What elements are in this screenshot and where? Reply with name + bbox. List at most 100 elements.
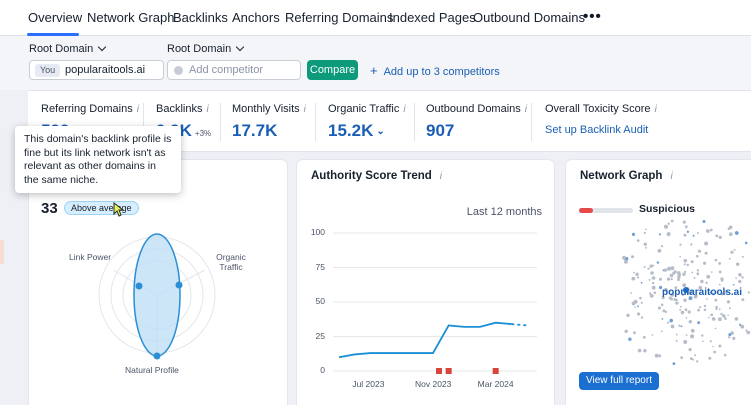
tab-overview[interactable]: Overview [28,10,83,25]
network-node [677,279,680,281]
network-node [670,278,673,281]
network-node [631,255,634,259]
network-node [675,301,679,305]
info-icon[interactable]: i [403,104,406,115]
info-icon[interactable]: i [136,104,139,115]
network-node [687,310,691,314]
network-node [720,312,723,316]
network-node [705,281,708,284]
competitor-input[interactable]: Add competitor [167,60,301,80]
network-node [667,321,670,324]
domain-input[interactable]: You popularaitools.ai [29,60,164,80]
network-node [640,281,643,284]
network-node [724,290,728,294]
mouse-cursor-icon [113,202,125,217]
competitor-root-domain-select[interactable]: Root Domain [167,42,245,55]
network-node [624,329,628,333]
network-node [715,305,718,309]
setup-backlink-audit-link[interactable]: Set up Backlink Audit [545,124,649,136]
network-node [659,285,663,290]
network-node [735,277,737,279]
network-node [707,316,710,319]
network-node [724,317,727,320]
period-label: Last 12 months [466,206,542,218]
network-domain-label: popularaitools.ai [662,287,743,298]
network-node [690,289,693,292]
metric-change: +3% [194,129,212,138]
network-node [706,229,710,233]
network-node [722,314,726,318]
network-node [636,239,640,242]
info-icon[interactable]: i [670,171,673,182]
network-node [651,281,655,285]
chevron-down-icon[interactable]: ⌄ [376,126,385,137]
event-flag-icon[interactable] [436,368,442,374]
view-full-report-button[interactable]: View full report [579,372,659,390]
metric-value[interactable]: 907 [426,121,455,140]
network-node [714,258,718,262]
network-node [667,222,670,225]
network-node [624,260,628,264]
network-node [682,220,686,224]
info-icon[interactable]: i [439,171,443,182]
card-title: Network Graph i [580,170,673,182]
metric-value[interactable]: 15.2K [328,121,374,140]
network-node [672,271,676,275]
network-node [720,277,724,281]
network-node [718,235,722,239]
network-node [697,232,699,234]
radar-label-natural-profile: Natural Profile [125,365,179,375]
info-icon[interactable]: i [524,104,528,115]
network-node [682,272,686,276]
info-icon[interactable]: i [303,104,306,115]
network-node [713,350,717,354]
network-node [633,271,635,274]
metric-organic-traffic: Organic Traffic i 15.2K ⌄ [328,103,406,141]
network-node [720,292,724,296]
network-node [693,277,696,279]
add-competitors-link[interactable]: + Add up to 3 competitors [370,63,500,78]
network-node [640,316,644,319]
compare-button[interactable]: Compare [307,60,358,80]
event-flag-icon[interactable] [492,368,499,374]
network-node [642,336,646,339]
network-node [670,219,674,223]
y-tick-label: 75 [315,261,325,272]
network-node [636,276,640,279]
network-node [658,233,661,236]
network-node [679,308,682,311]
more-tabs-icon[interactable]: ••• [583,8,602,25]
root-domain-select[interactable]: Root Domain [29,42,107,55]
network-node [741,255,744,258]
network-node [690,243,693,246]
network-node [728,336,731,339]
network-node [637,305,639,308]
tab-referring-domains[interactable]: Referring Domains [285,10,394,25]
network-node [670,293,675,297]
tab-backlinks[interactable]: Backlinks [173,10,228,25]
network-node [626,313,630,317]
tab-outbound-domains[interactable]: Outbound Domains [473,10,586,25]
info-icon[interactable]: i [654,104,657,115]
network-node [712,293,715,296]
network-node [697,308,700,312]
tab-indexed-pages[interactable]: Indexed Pages [389,10,476,25]
network-node [650,271,654,275]
network-node [674,286,678,289]
event-flag-icon[interactable] [445,368,452,374]
info-icon[interactable]: i [206,104,209,115]
network-graph-visual[interactable] [566,160,751,405]
tab-network-graph[interactable]: Network Graph [87,10,175,25]
tab-anchors[interactable]: Anchors [232,10,280,25]
network-node [669,290,672,292]
network-node [700,279,704,284]
network-node [679,255,681,258]
network-node [683,340,688,344]
network-node [657,248,662,253]
network-node [668,296,672,300]
metric-value[interactable]: 17.7K [232,121,278,140]
network-node [709,228,713,232]
network-node [718,283,721,286]
network-node [680,325,683,328]
page-edge-marker [0,240,4,264]
